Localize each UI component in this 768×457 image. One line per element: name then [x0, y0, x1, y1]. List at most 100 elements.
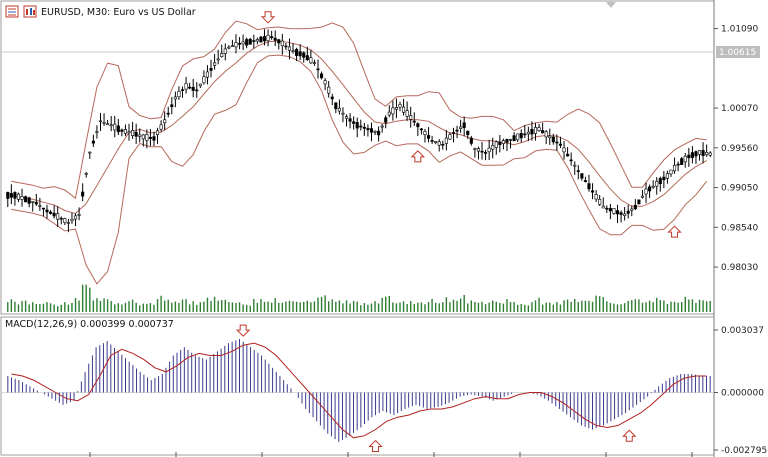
candle-body [337, 107, 341, 112]
candle-body [291, 50, 295, 53]
price-arrows [260, 11, 682, 238]
candle-body [455, 129, 459, 132]
candle-body [152, 136, 156, 141]
symbol-list-icon[interactable] [5, 5, 19, 18]
candle-body [551, 136, 555, 143]
candle-body [484, 152, 488, 154]
candle-body [330, 96, 334, 100]
macd-histogram [7, 338, 711, 442]
candle-body [362, 126, 366, 129]
candle-body [163, 119, 167, 124]
candle-body [230, 45, 234, 47]
candle-body [24, 196, 28, 203]
candle-body [38, 205, 42, 207]
price-pane-frame [0, 0, 715, 315]
candle-body [209, 67, 213, 71]
candle-body [601, 205, 605, 209]
symbol-title: EURUSD, M30: Euro vs US Dollar [41, 7, 196, 18]
candle-body [501, 140, 505, 144]
candle-body [245, 39, 249, 46]
candle-body [398, 104, 402, 108]
candle-body [687, 154, 691, 159]
candle-body [566, 153, 570, 157]
candle-body [434, 141, 438, 144]
candle-body [530, 129, 534, 135]
macd-tick-label: -0.002795 [721, 446, 767, 456]
candle-body [494, 141, 498, 148]
candle-body [34, 202, 38, 205]
candle-body [587, 183, 591, 190]
candle-body [623, 213, 627, 217]
candle-body [320, 73, 324, 79]
macd-axis: 0.003037 0.000000 -0.002795 [1, 326, 767, 456]
buy-arrow-icon [410, 150, 426, 163]
candle-body [195, 89, 199, 92]
candle-body [466, 130, 470, 136]
candle-body [708, 152, 712, 156]
candle-body [640, 195, 645, 198]
current-price-label: 1.00615 [719, 48, 756, 58]
current-price-badge [716, 46, 760, 58]
candle-body [309, 57, 313, 64]
candle-body [198, 83, 202, 87]
candle-body [655, 180, 659, 187]
candle-body [441, 143, 445, 146]
candle-body [423, 131, 427, 135]
candle-body [523, 133, 527, 136]
candle-body [170, 104, 174, 108]
candle-body [380, 125, 384, 128]
candle-body [273, 37, 277, 41]
buy-arrow-icon [368, 439, 383, 453]
chart-shift-marker[interactable] [606, 2, 616, 8]
candle-body [81, 191, 85, 197]
candle-body [419, 128, 423, 131]
candle-body [116, 125, 120, 133]
candle-body [533, 127, 538, 134]
candle-body [512, 135, 516, 142]
candle-body [63, 218, 67, 223]
candle-body [476, 148, 480, 152]
chart-type-icon[interactable] [23, 5, 37, 18]
candle-body [70, 218, 74, 222]
candle-body [27, 197, 31, 204]
candle-body [252, 40, 256, 42]
candle-body [298, 51, 302, 57]
candle-body [615, 210, 620, 215]
candle-body [316, 68, 320, 71]
candle-body [537, 127, 541, 131]
candle-body [573, 164, 577, 167]
candle-body [558, 143, 563, 146]
candle-body [605, 207, 609, 210]
candle-body [633, 204, 637, 210]
candle-body [323, 80, 327, 85]
candle-body [544, 131, 548, 138]
candle-body [255, 39, 259, 42]
macd-signal [11, 342, 707, 439]
candle-body [202, 76, 206, 84]
candle-body [409, 115, 413, 120]
price-tick-label: 0.99050 [721, 184, 758, 194]
candle-body [95, 131, 99, 133]
candle-body [259, 36, 263, 43]
candle-body [697, 150, 702, 155]
candle-body [437, 141, 441, 146]
bollinger-bands [11, 20, 708, 285]
macd-arrows [235, 324, 637, 453]
candle-body [180, 89, 185, 91]
candle-body [469, 137, 473, 144]
candle-body [451, 132, 456, 134]
candle-body [223, 48, 227, 54]
bollinger-upper [11, 20, 707, 200]
candle-body [266, 34, 270, 41]
candle-body [480, 150, 484, 153]
macd-tick-label: 0.000000 [721, 388, 764, 398]
candle-body [348, 118, 352, 122]
candle-body [387, 111, 391, 116]
candle-body [405, 110, 409, 117]
candle-body [690, 152, 694, 158]
candle-body [701, 150, 705, 156]
candle-body [49, 211, 53, 214]
candle-body [448, 134, 452, 140]
candle-body [287, 46, 292, 51]
